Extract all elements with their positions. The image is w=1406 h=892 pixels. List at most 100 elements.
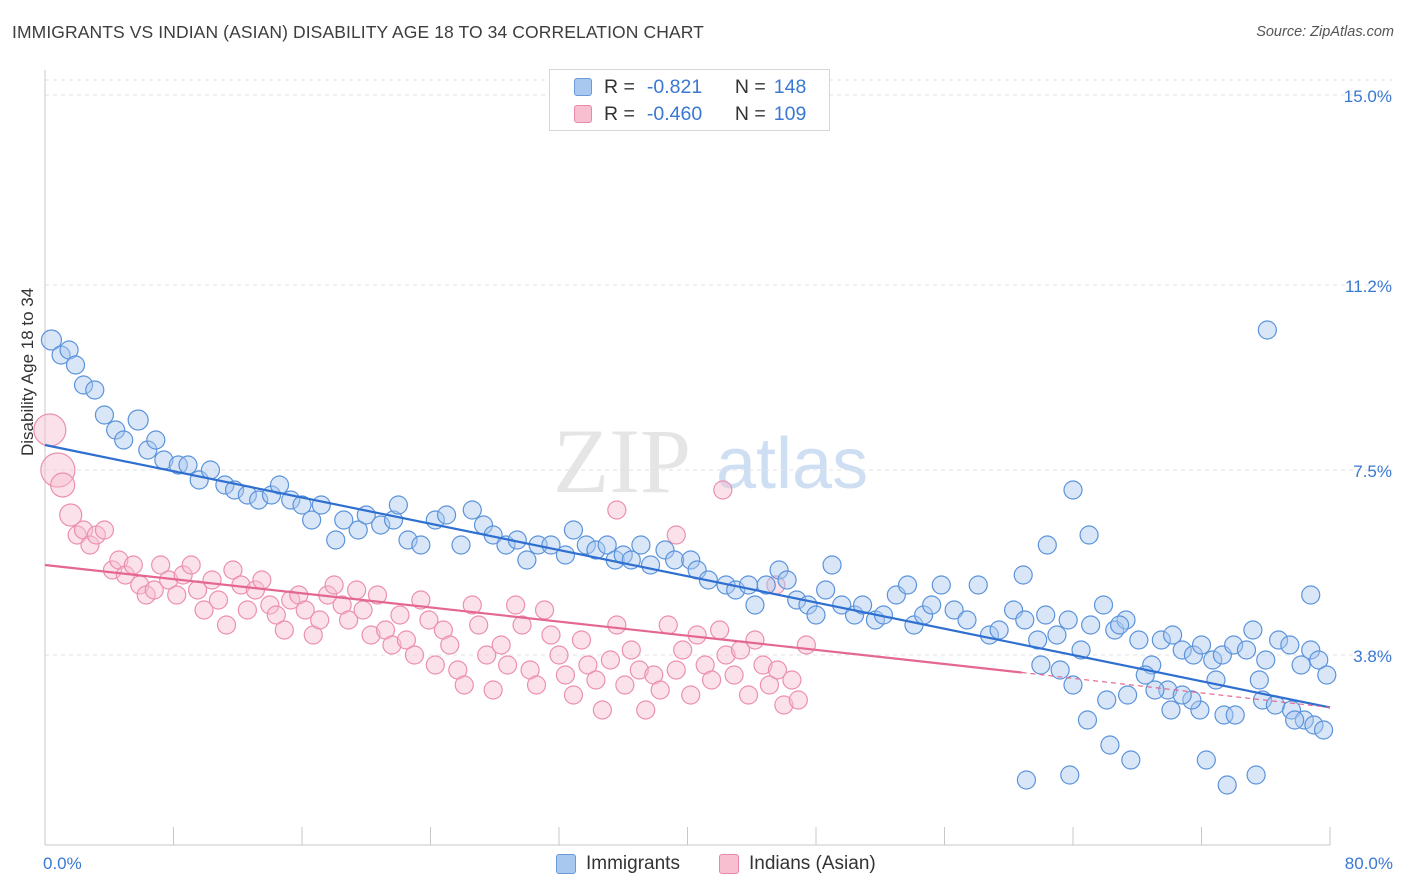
y-axis-label: Disability Age 18 to 34 xyxy=(18,287,37,456)
indians-point xyxy=(600,650,621,670)
indians-point xyxy=(716,645,736,665)
immigrants-point xyxy=(1301,585,1321,605)
immigrants-point xyxy=(1294,710,1314,730)
immigrants-point xyxy=(944,600,964,620)
immigrants-point xyxy=(655,540,675,560)
indians-point xyxy=(681,685,701,705)
immigrants-point xyxy=(1280,635,1300,655)
immigrants-point xyxy=(178,455,198,475)
indians-point xyxy=(151,555,171,575)
immigrants-point xyxy=(745,595,765,615)
legend-row-indians: R = -0.460 N = 109 xyxy=(574,101,806,127)
indians-point xyxy=(506,595,526,615)
indians-point xyxy=(555,665,576,685)
immigrants-point xyxy=(1291,655,1311,675)
indians-point xyxy=(615,675,635,695)
indians-point xyxy=(534,600,555,620)
immigrants-point xyxy=(576,535,596,555)
immigrants-point xyxy=(1013,565,1033,585)
indians-point xyxy=(274,620,294,640)
indians-point xyxy=(526,675,547,695)
legend-top: R = -0.821 N = 148 R = -0.460 N = 109 xyxy=(549,69,830,131)
immigrants-point xyxy=(1236,640,1257,660)
immigrants-point xyxy=(1162,625,1183,645)
legend-n-value: 148 xyxy=(773,75,807,98)
immigrants-point xyxy=(451,535,471,555)
immigrants-point xyxy=(517,550,537,570)
immigrants-point xyxy=(334,510,354,530)
immigrants-point xyxy=(1285,710,1305,730)
indians-point xyxy=(710,620,730,640)
indians-point xyxy=(67,525,87,545)
legend-n-value: 109 xyxy=(773,102,807,125)
indians-point xyxy=(202,570,222,590)
watermark: ZIP atlas xyxy=(553,410,868,512)
immigrants-point xyxy=(1145,680,1165,700)
indians-point xyxy=(167,585,187,605)
legend-n-label: N = xyxy=(734,102,766,125)
immigrants-point xyxy=(1217,775,1237,795)
immigrants-point xyxy=(371,515,391,535)
immigrants-point xyxy=(586,540,606,560)
grid-lines xyxy=(45,79,1392,656)
immigrants-point xyxy=(1304,715,1324,735)
immigrants-point xyxy=(200,460,221,480)
immigrants-point xyxy=(1060,765,1080,785)
indians-point xyxy=(469,615,489,635)
indians-point xyxy=(50,472,76,498)
indians-point xyxy=(563,685,584,705)
indians-point xyxy=(181,555,201,575)
indians-point xyxy=(59,503,83,527)
immigrants-point xyxy=(852,595,873,615)
immigrants-point xyxy=(1183,645,1204,665)
immigrants-point xyxy=(777,570,797,590)
immigrants-point xyxy=(957,610,977,630)
immigrants-point xyxy=(1256,650,1276,670)
indians-point xyxy=(636,700,656,720)
indians-point xyxy=(759,675,780,695)
indians-point xyxy=(367,585,388,605)
immigrants-point xyxy=(1172,685,1192,705)
immigrants-point xyxy=(1079,525,1099,545)
indians-point xyxy=(295,600,315,620)
immigrants-point xyxy=(1071,640,1091,660)
indians-point xyxy=(738,685,759,705)
indians-point xyxy=(541,625,561,645)
immigrants-point xyxy=(1093,595,1114,615)
indians-point xyxy=(498,655,518,675)
immigrants-point xyxy=(1028,630,1048,650)
immigrants-point xyxy=(665,550,685,570)
indians-point xyxy=(208,590,229,610)
immigrants-point xyxy=(1243,620,1263,640)
indians-point xyxy=(260,595,280,615)
indians-point xyxy=(347,580,367,600)
indians-point xyxy=(252,570,272,590)
immigrants-point xyxy=(922,595,942,615)
immigrants-point xyxy=(738,575,759,595)
immigrants-point xyxy=(1081,615,1101,635)
immigrants-point xyxy=(106,420,126,440)
indians-point xyxy=(266,605,286,625)
indians-point xyxy=(419,610,439,630)
indians-point xyxy=(578,655,598,675)
indians-point xyxy=(549,645,569,665)
immigrants-point xyxy=(168,455,188,475)
immigrants-point xyxy=(1224,635,1244,655)
immigrants-point xyxy=(1077,710,1098,730)
immigrants-point xyxy=(563,520,584,540)
indians-point xyxy=(621,640,641,660)
indians-point xyxy=(462,595,482,615)
immigrants-point xyxy=(897,575,918,595)
indians-point xyxy=(512,615,532,635)
immigrants-point xyxy=(1190,700,1210,720)
indians-point xyxy=(353,600,373,620)
immigrants-point xyxy=(1097,690,1117,710)
legend-bottom-indians: Indians (Asian) xyxy=(719,851,876,877)
legend-r-value: -0.821 xyxy=(646,75,703,98)
immigrants-point xyxy=(1047,625,1067,645)
immigrants-point xyxy=(555,545,576,565)
immigrants-points xyxy=(40,320,1337,795)
indians-point xyxy=(102,560,123,580)
immigrants-point xyxy=(769,560,789,580)
